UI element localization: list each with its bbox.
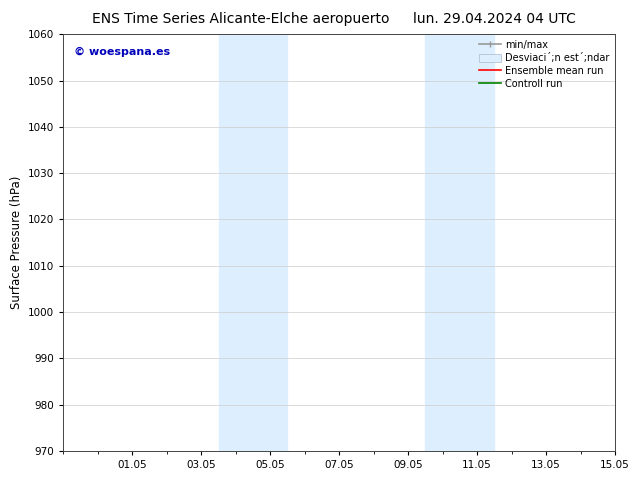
Text: © woespana.es: © woespana.es <box>74 47 171 57</box>
Bar <box>219 34 287 451</box>
Y-axis label: Surface Pressure (hPa): Surface Pressure (hPa) <box>10 176 23 309</box>
Text: ENS Time Series Alicante-Elche aeropuerto: ENS Time Series Alicante-Elche aeropuert… <box>92 12 390 26</box>
Text: lun. 29.04.2024 04 UTC: lun. 29.04.2024 04 UTC <box>413 12 576 26</box>
Legend: min/max, Desviaci´;n est´;ndar, Ensemble mean run, Controll run: min/max, Desviaci´;n est´;ndar, Ensemble… <box>477 37 612 92</box>
Bar <box>425 34 495 451</box>
